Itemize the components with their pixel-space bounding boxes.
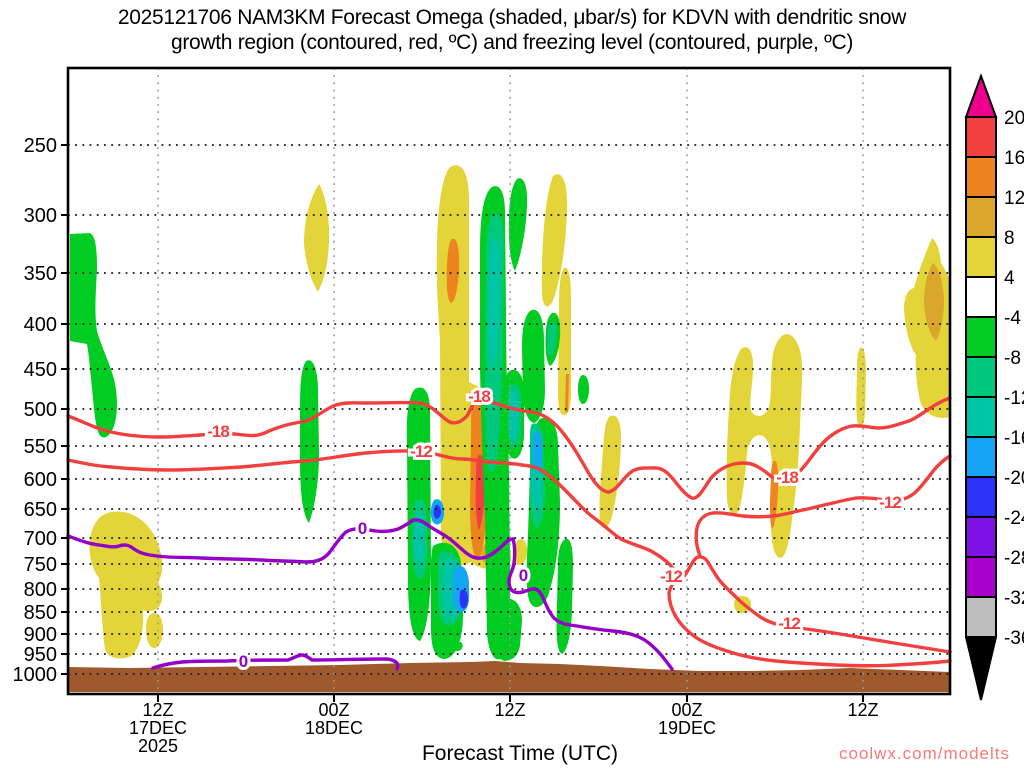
colorbar-label--28: -28 (1004, 548, 1024, 569)
contour-label--12-3: -12 (410, 442, 432, 461)
colorbar-label--32: -32 (1004, 588, 1024, 609)
contour-label-0-8: 0 (519, 566, 528, 585)
colorbar-segment-10 (965, 516, 997, 558)
colorbar-segment-8 (965, 436, 997, 478)
watermark-link[interactable]: coolwx.com/modelts (838, 744, 1010, 763)
colorbar-label--24: -24 (1004, 508, 1024, 529)
x-axis-label-1-0: 00Z (318, 700, 349, 720)
y-axis-label-750: 750 (24, 554, 57, 576)
contour-minus18 (66, 395, 952, 500)
omega-shading-descent-16-20 (475, 454, 486, 530)
contour-label--18-0: -18 (207, 422, 229, 441)
y-axis-label-800: 800 (24, 579, 57, 601)
contour-label--12-6: -12 (879, 493, 901, 512)
x-axis-label-3-1: 19DEC (658, 718, 716, 738)
contour-label--18-2: -18 (776, 468, 798, 487)
contour-label--18-1: -18 (468, 387, 490, 406)
y-axis-label-250: 250 (24, 135, 57, 157)
colorbar-label--20: -20 (1004, 468, 1024, 489)
plot-border (66, 66, 952, 696)
contour-label-0-7: 0 (358, 519, 367, 538)
colorbar-label--4: -4 (1004, 308, 1021, 329)
colorbar-label-20: 20 (1004, 108, 1024, 129)
colorbar-segment-6 (965, 356, 997, 398)
y-axis-label-1000: 1000 (13, 664, 58, 686)
x-axis-label-1-1: 18DEC (305, 718, 363, 738)
x-axis-label-2-0: 12Z (494, 700, 525, 720)
colorbar-segment-9 (965, 476, 997, 518)
y-axis-label-700: 700 (24, 528, 57, 550)
surface-terrain-band (68, 661, 950, 692)
x-axis-label-0-2: 2025 (138, 736, 178, 756)
contour-minus12-right (694, 454, 952, 558)
colorbar-label--12: -12 (1004, 388, 1024, 409)
dendritic-growth-contours (66, 395, 952, 668)
contour-minus12-lower-return (667, 570, 952, 668)
y-axis-label-350: 350 (24, 263, 57, 285)
colorbar-label-16: 16 (1004, 148, 1024, 169)
y-axis-label-550: 550 (24, 436, 57, 458)
x-axis-title: Forecast Time (UTC) (421, 742, 618, 765)
colorbar-segment-3 (965, 236, 997, 278)
colorbar-segment-4 (965, 276, 997, 318)
chart-title-line1: 2025121706 NAM3KM Forecast Omega (shaded… (117, 6, 907, 29)
colorbar-segment-7 (965, 396, 997, 438)
colorbar-segment-2 (965, 196, 997, 238)
y-axis-label-500: 500 (24, 399, 57, 421)
colorbar-label--36: -36 (1004, 628, 1024, 649)
colorbar-label-8: 8 (1004, 228, 1015, 249)
contour-label--12-5: -12 (778, 614, 800, 633)
y-axis-label-850: 850 (24, 602, 57, 624)
colorbar-segment-12 (965, 596, 997, 638)
contour-labels: -18 -18 -18 -12 -12 -12 -12 0 0 0 (204, 384, 905, 674)
contour-minus12-upper (66, 449, 952, 654)
colorbar-under-triangle (964, 636, 998, 701)
chart-title-line2: growth region (contoured, red, ºC) and f… (170, 31, 854, 54)
colorbar-segment-1 (965, 156, 997, 198)
y-axis-label-650: 650 (24, 499, 57, 521)
contour-label--12-4: -12 (660, 567, 682, 586)
colorbar-label-4: 4 (1004, 268, 1015, 289)
contour-freezing-surface (151, 653, 400, 671)
y-axis-label-300: 300 (24, 205, 57, 227)
contour-label-0-9: 0 (239, 652, 248, 671)
y-axis-label-400: 400 (24, 314, 57, 336)
freezing-level-contours (66, 518, 674, 671)
y-axis-label-450: 450 (24, 359, 57, 381)
y-axis-label-950: 950 (24, 644, 57, 666)
y-axis-label-900: 900 (24, 624, 57, 646)
colorbar: 20 16 12 8 4 -4 -8 -12 -16 -20 -24 -28 -32 -36 (964, 73, 1024, 701)
colorbar-segment-0 (965, 116, 997, 158)
grid-lines: 2503003504004505005506006507007508008509… (13, 68, 950, 756)
colorbar-label-12: 12 (1004, 188, 1024, 209)
colorbar-segment-5 (965, 316, 997, 358)
colorbar-over-triangle (964, 73, 998, 118)
colorbar-label--8: -8 (1004, 348, 1021, 369)
contour-freezing-main (66, 518, 674, 671)
x-axis-label-3-0: 00Z (671, 700, 702, 720)
x-axis-label-4-0: 12Z (847, 700, 878, 720)
x-axis-label-0-0: 12Z (142, 700, 173, 720)
colorbar-label--16: -16 (1004, 428, 1024, 449)
x-axis-label-0-1: 17DEC (129, 718, 187, 738)
y-axis-label-600: 600 (24, 469, 57, 491)
colorbar-segment-11 (965, 556, 997, 598)
